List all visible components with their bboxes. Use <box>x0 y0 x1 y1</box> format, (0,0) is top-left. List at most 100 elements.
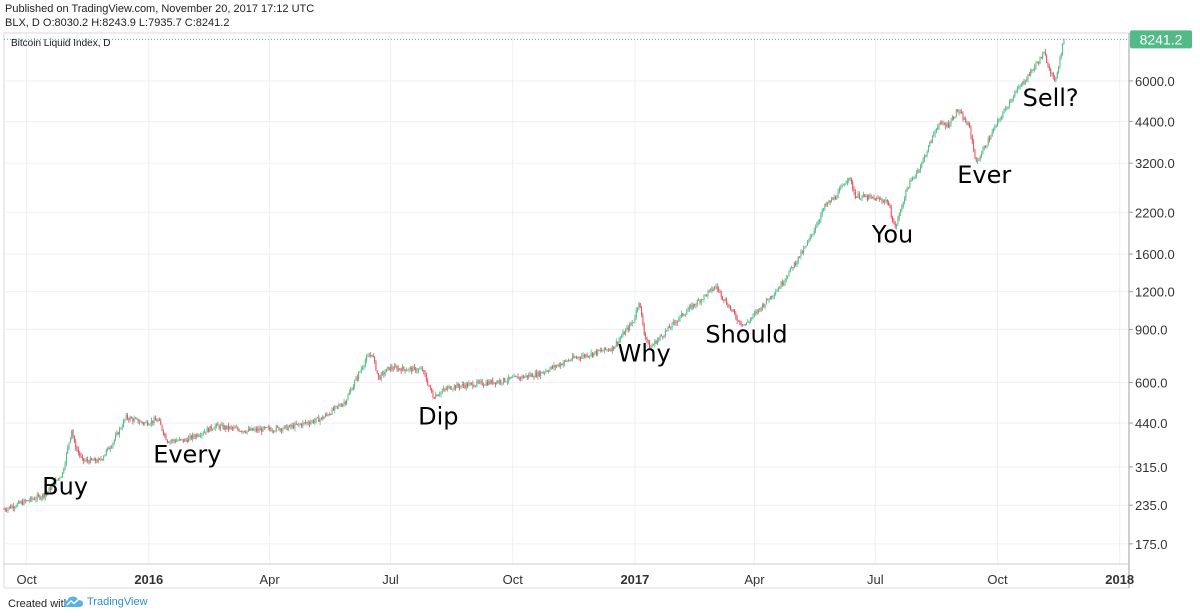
candle-body <box>154 418 156 421</box>
candle-body <box>319 419 321 422</box>
candle-body <box>672 321 674 323</box>
candle-body <box>95 458 97 462</box>
candle-body <box>498 380 500 383</box>
candle-body <box>351 389 353 391</box>
candle-body <box>81 456 83 459</box>
candle-body <box>775 291 777 295</box>
candle-body <box>407 370 409 371</box>
candle-body <box>170 440 172 442</box>
candle-body <box>456 383 458 389</box>
candle-body <box>229 426 231 429</box>
annotation-you: You <box>871 220 913 248</box>
candle-body <box>405 370 407 372</box>
candle-body <box>951 117 953 121</box>
candle-body <box>683 315 685 316</box>
candle-body <box>910 180 912 182</box>
candle-body <box>83 458 85 462</box>
candle-body <box>712 289 714 291</box>
candle-body <box>918 169 920 171</box>
candle-body <box>655 340 657 344</box>
candle-body <box>807 241 809 246</box>
candle-body <box>433 397 435 399</box>
candle-body <box>832 198 834 200</box>
candle-body <box>699 300 701 303</box>
candle-body <box>577 357 579 358</box>
ohlc-readout: BLX, D O:8030.2 H:8243.9 L:7935.7 C:8241… <box>5 17 230 29</box>
candle-body <box>356 377 358 379</box>
candle-body <box>816 224 818 228</box>
candle-body <box>870 196 872 198</box>
candle-body <box>67 446 69 454</box>
candle-body <box>307 422 309 424</box>
candle-body <box>819 219 821 223</box>
candle-body <box>363 365 365 368</box>
candle-body <box>631 322 633 325</box>
candle-body <box>213 428 215 430</box>
candle-body <box>124 419 126 421</box>
candle-body <box>796 261 798 265</box>
candle-body <box>65 453 67 464</box>
candle-body <box>164 434 166 435</box>
tradingview-logo[interactable]: TradingView <box>64 595 148 609</box>
candle-body <box>339 405 341 406</box>
candle-body <box>368 355 370 357</box>
candle-body <box>142 422 144 425</box>
candle-body <box>872 196 874 198</box>
candle-body <box>239 431 241 432</box>
candle-body <box>112 443 114 447</box>
candle-body <box>194 436 196 438</box>
candle-body <box>934 131 936 135</box>
candle-body <box>60 476 62 478</box>
candle-body <box>706 294 708 296</box>
candle-body <box>274 430 276 432</box>
candle-body <box>888 202 890 206</box>
candle-body <box>804 246 806 249</box>
candle-body <box>731 309 733 311</box>
candle-body <box>602 350 604 352</box>
candle-body <box>589 355 591 357</box>
candle-body <box>688 306 690 310</box>
candle-body <box>836 198 838 199</box>
candle-body <box>909 181 911 189</box>
candle-body <box>618 339 620 344</box>
candle-body <box>703 294 705 300</box>
candle-body <box>140 421 142 423</box>
candle-body <box>971 136 973 142</box>
candle-body <box>995 125 997 127</box>
candle-body <box>917 169 919 173</box>
candle-body <box>85 459 87 461</box>
candle-body <box>854 191 856 198</box>
candle-body <box>347 394 349 400</box>
candle-body <box>303 422 305 424</box>
candle-body <box>582 354 584 357</box>
candle-body <box>153 418 155 423</box>
candle-body <box>127 414 129 419</box>
candle-body <box>745 322 747 326</box>
candle-body <box>26 500 28 502</box>
candle-body <box>157 419 159 422</box>
candle-body <box>120 428 122 430</box>
candle-body <box>435 394 437 399</box>
candle-body <box>97 458 99 463</box>
candle-body <box>443 388 445 391</box>
candle-body <box>184 439 186 442</box>
candle-body <box>235 427 237 429</box>
candle-body <box>409 367 411 369</box>
candle-body <box>658 338 660 341</box>
candle-body <box>613 346 615 349</box>
candle-body <box>788 271 790 277</box>
candle-body <box>977 160 979 162</box>
candle-body <box>348 392 350 395</box>
x-tick-label: 2018 <box>1105 572 1134 587</box>
candle-body <box>866 195 868 200</box>
candle-body <box>957 109 959 112</box>
candle-body <box>700 299 702 303</box>
candle-body <box>316 417 318 419</box>
candle-body <box>371 354 373 356</box>
x-tick-label: Jul <box>382 572 399 587</box>
candle-body <box>522 375 524 378</box>
candle-body <box>12 506 14 509</box>
candle-body <box>1038 62 1040 64</box>
candle-body <box>364 360 366 366</box>
